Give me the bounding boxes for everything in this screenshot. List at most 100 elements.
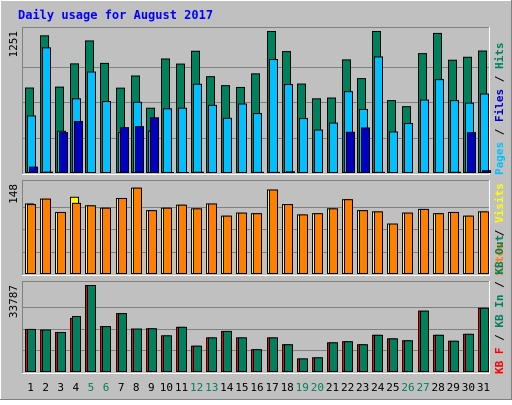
- bar-bottom-kb-out: [149, 329, 157, 372]
- x-tick-label: 10: [160, 381, 173, 394]
- x-tick-label: 28: [432, 381, 445, 394]
- bar-top-files: [28, 116, 36, 173]
- bar-bottom-kb-out: [239, 338, 247, 372]
- bar-bottom-kb-out: [421, 311, 429, 371]
- x-tick-label: 26: [401, 381, 414, 394]
- bar-top-files: [421, 100, 429, 172]
- bar-top-files: [43, 48, 51, 173]
- x-tick-label: 19: [296, 381, 309, 394]
- bar-top-pages: [136, 127, 144, 173]
- bar-middle-sites: [451, 212, 459, 273]
- x-tick-label: 25: [386, 381, 399, 394]
- x-tick-label: 22: [341, 381, 354, 394]
- bar-top-files: [405, 124, 413, 173]
- chart-title: Daily usage for August 2017: [18, 8, 213, 22]
- x-tick-label: 5: [88, 381, 95, 394]
- bar-bottom-kb-out: [436, 335, 444, 371]
- bar-bottom-kb-out: [405, 341, 413, 372]
- x-tick-label: 9: [148, 381, 155, 394]
- x-tick-label: 23: [356, 381, 369, 394]
- bar-middle-sites: [254, 214, 262, 274]
- bar-top-files: [285, 85, 293, 173]
- legend-pages: Pages: [493, 142, 506, 175]
- legend-kb-in: KB In: [493, 295, 506, 328]
- x-tick-label: 12: [190, 381, 203, 394]
- bar-bottom-kb-out: [28, 329, 36, 371]
- bar-middle-sites: [239, 213, 247, 273]
- x-tick-label: 3: [57, 381, 64, 394]
- x-tick-label: 21: [326, 381, 339, 394]
- bar-middle-sites: [73, 203, 81, 273]
- x-tick-label: 18: [281, 381, 294, 394]
- legend-files: Files: [493, 89, 506, 122]
- bar-bottom-kb-out: [43, 330, 51, 371]
- x-tick-label: 31: [477, 381, 490, 394]
- bar-bottom-kb-out: [194, 346, 202, 371]
- bar-top-files: [451, 101, 459, 173]
- x-tick-label: 4: [73, 381, 80, 394]
- x-tick-label: 6: [103, 381, 110, 394]
- bar-bottom-kb-out: [73, 316, 81, 371]
- bar-top-pages: [30, 167, 38, 172]
- bar-middle-sites: [164, 208, 172, 273]
- panel-bottom-max-label: 33787: [7, 285, 20, 318]
- x-tick-label: 29: [447, 381, 460, 394]
- bar-middle-sites: [421, 209, 429, 273]
- bar-bottom-kb-out: [375, 335, 383, 371]
- bar-top-files: [103, 102, 111, 173]
- bar-middle-sites: [481, 212, 489, 274]
- bar-bottom-kb-out: [119, 314, 127, 372]
- bar-middle-sites: [390, 224, 398, 273]
- panel-top: 1251 Pages / Files / Hits: [7, 27, 506, 175]
- panel-middle-max-label: 148: [7, 184, 20, 204]
- bar-top-pages: [151, 118, 159, 173]
- bar-top-files: [300, 119, 308, 173]
- bar-middle-sites: [209, 204, 217, 274]
- bar-bottom-kb-out: [390, 339, 398, 372]
- bar-top-files: [239, 104, 247, 172]
- legend-visits: Visits: [493, 183, 506, 223]
- panel-top-legend: Pages / Files / Hits: [493, 43, 506, 176]
- x-tick-label: 7: [118, 381, 125, 394]
- bar-top-files: [209, 105, 217, 172]
- x-tick-label: 13: [205, 381, 218, 394]
- legend-separator: /: [493, 275, 506, 295]
- bar-middle-sites: [88, 206, 96, 274]
- bar-bottom-kb-out: [224, 331, 232, 371]
- bar-middle-sites: [405, 213, 413, 273]
- x-tick-label: 17: [265, 381, 278, 394]
- bar-top-files: [315, 130, 323, 172]
- bar-top-pages: [347, 132, 355, 172]
- bar-middle-sites: [179, 205, 187, 273]
- bar-top-pages: [287, 172, 295, 173]
- panel-top-max-label: 1251: [7, 31, 20, 58]
- bar-middle-sites: [43, 199, 51, 273]
- bar-middle-sites: [194, 209, 202, 274]
- x-tick-label: 11: [175, 381, 188, 394]
- x-tick-label: 2: [42, 381, 49, 394]
- bar-middle-sites: [466, 216, 474, 273]
- bar-middle-sites: [285, 205, 293, 274]
- bar-top-pages: [75, 122, 83, 173]
- x-tick-label: 30: [462, 381, 475, 394]
- bar-top-files: [390, 132, 398, 173]
- bar-top-files: [224, 118, 232, 172]
- bar-top-pages: [60, 133, 68, 173]
- bar-top-files: [436, 80, 444, 173]
- bar-top-files: [194, 84, 202, 172]
- bar-middle-sites: [300, 215, 308, 274]
- bar-middle-sites: [28, 205, 36, 274]
- bar-middle-sites: [360, 211, 368, 274]
- bar-top-files: [270, 60, 278, 173]
- bar-middle-sites: [119, 198, 127, 273]
- legend-hits: Hits: [493, 43, 506, 70]
- x-tick-label: 16: [250, 381, 263, 394]
- bar-bottom-kb-out: [58, 332, 66, 371]
- bar-bottom-kb-out: [481, 308, 489, 371]
- bar-top-pages: [121, 128, 129, 173]
- bar-bottom-kb-out: [345, 342, 353, 372]
- x-tick-label: 27: [416, 381, 429, 394]
- bar-bottom-kb-out: [254, 350, 262, 372]
